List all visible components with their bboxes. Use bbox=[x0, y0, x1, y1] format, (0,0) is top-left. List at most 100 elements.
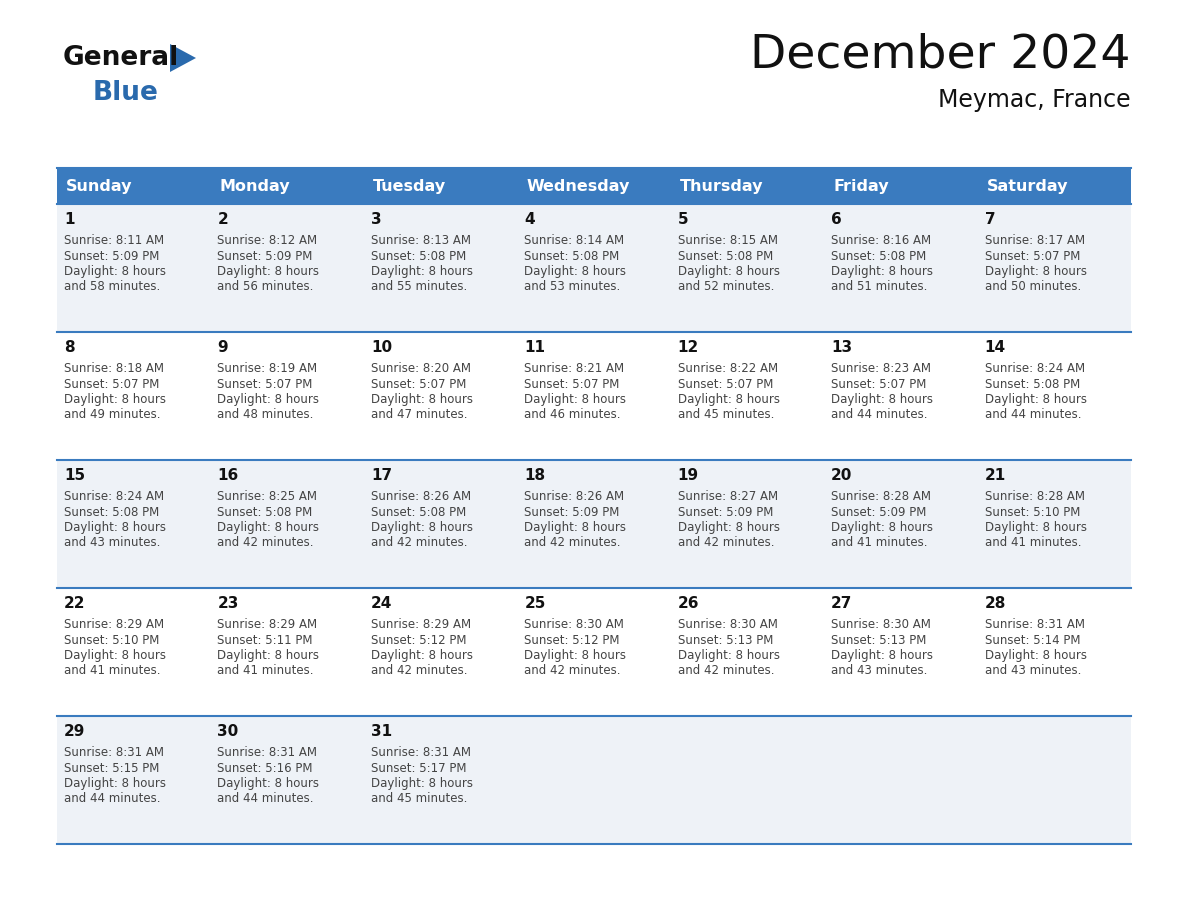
Text: Daylight: 8 hours: Daylight: 8 hours bbox=[677, 393, 779, 406]
Text: Sunrise: 8:13 AM: Sunrise: 8:13 AM bbox=[371, 234, 470, 247]
Text: 6: 6 bbox=[832, 212, 842, 227]
Text: and 42 minutes.: and 42 minutes. bbox=[217, 536, 314, 550]
Text: and 50 minutes.: and 50 minutes. bbox=[985, 281, 1081, 294]
Text: Sunrise: 8:31 AM: Sunrise: 8:31 AM bbox=[217, 746, 317, 759]
Text: and 53 minutes.: and 53 minutes. bbox=[524, 281, 620, 294]
Bar bbox=[517, 588, 671, 716]
Text: General: General bbox=[63, 45, 179, 71]
Text: 4: 4 bbox=[524, 212, 535, 227]
Text: Sunset: 5:07 PM: Sunset: 5:07 PM bbox=[524, 377, 620, 390]
Text: Sunrise: 8:24 AM: Sunrise: 8:24 AM bbox=[64, 490, 164, 503]
Text: Daylight: 8 hours: Daylight: 8 hours bbox=[217, 265, 320, 278]
Text: Sunrise: 8:11 AM: Sunrise: 8:11 AM bbox=[64, 234, 164, 247]
Text: Sunset: 5:08 PM: Sunset: 5:08 PM bbox=[985, 377, 1080, 390]
Text: Sunset: 5:09 PM: Sunset: 5:09 PM bbox=[677, 506, 773, 519]
Bar bbox=[671, 204, 824, 332]
Text: Sunset: 5:08 PM: Sunset: 5:08 PM bbox=[371, 250, 466, 263]
Text: Sunset: 5:16 PM: Sunset: 5:16 PM bbox=[217, 762, 312, 775]
Text: and 42 minutes.: and 42 minutes. bbox=[371, 536, 467, 550]
Text: Thursday: Thursday bbox=[680, 178, 763, 194]
Text: Sunset: 5:15 PM: Sunset: 5:15 PM bbox=[64, 762, 159, 775]
Text: Daylight: 8 hours: Daylight: 8 hours bbox=[524, 649, 626, 662]
Text: and 41 minutes.: and 41 minutes. bbox=[832, 536, 928, 550]
Bar bbox=[824, 204, 978, 332]
Text: Sunrise: 8:30 AM: Sunrise: 8:30 AM bbox=[677, 618, 778, 631]
Text: Daylight: 8 hours: Daylight: 8 hours bbox=[371, 649, 473, 662]
Text: 15: 15 bbox=[64, 468, 86, 483]
Text: and 42 minutes.: and 42 minutes. bbox=[524, 536, 621, 550]
Text: Daylight: 8 hours: Daylight: 8 hours bbox=[985, 265, 1087, 278]
Bar bbox=[978, 204, 1131, 332]
Text: 24: 24 bbox=[371, 596, 392, 611]
Text: Sunset: 5:10 PM: Sunset: 5:10 PM bbox=[985, 506, 1080, 519]
Text: 20: 20 bbox=[832, 468, 853, 483]
Text: Sunrise: 8:26 AM: Sunrise: 8:26 AM bbox=[371, 490, 470, 503]
Bar bbox=[517, 460, 671, 588]
Text: Sunset: 5:09 PM: Sunset: 5:09 PM bbox=[524, 506, 620, 519]
Text: 16: 16 bbox=[217, 468, 239, 483]
Bar bbox=[364, 168, 517, 204]
Text: Sunrise: 8:20 AM: Sunrise: 8:20 AM bbox=[371, 362, 470, 375]
Text: Sunrise: 8:30 AM: Sunrise: 8:30 AM bbox=[832, 618, 931, 631]
Text: Sunset: 5:07 PM: Sunset: 5:07 PM bbox=[985, 250, 1080, 263]
Text: Sunset: 5:09 PM: Sunset: 5:09 PM bbox=[217, 250, 312, 263]
Text: Daylight: 8 hours: Daylight: 8 hours bbox=[217, 393, 320, 406]
Text: Sunrise: 8:29 AM: Sunrise: 8:29 AM bbox=[371, 618, 470, 631]
Bar bbox=[364, 460, 517, 588]
Bar bbox=[978, 332, 1131, 460]
Bar bbox=[671, 332, 824, 460]
Text: 27: 27 bbox=[832, 596, 853, 611]
Text: 30: 30 bbox=[217, 724, 239, 739]
Text: and 55 minutes.: and 55 minutes. bbox=[371, 281, 467, 294]
Bar bbox=[517, 204, 671, 332]
Text: Sunday: Sunday bbox=[67, 178, 133, 194]
Text: Sunset: 5:17 PM: Sunset: 5:17 PM bbox=[371, 762, 467, 775]
Text: Sunrise: 8:18 AM: Sunrise: 8:18 AM bbox=[64, 362, 164, 375]
Bar bbox=[210, 168, 364, 204]
Text: 8: 8 bbox=[64, 340, 75, 355]
Text: and 56 minutes.: and 56 minutes. bbox=[217, 281, 314, 294]
Text: Sunset: 5:07 PM: Sunset: 5:07 PM bbox=[217, 377, 312, 390]
Text: Sunset: 5:08 PM: Sunset: 5:08 PM bbox=[371, 506, 466, 519]
Text: Sunset: 5:08 PM: Sunset: 5:08 PM bbox=[64, 506, 159, 519]
Text: Daylight: 8 hours: Daylight: 8 hours bbox=[524, 521, 626, 534]
Text: Sunset: 5:07 PM: Sunset: 5:07 PM bbox=[371, 377, 466, 390]
Text: Daylight: 8 hours: Daylight: 8 hours bbox=[64, 521, 166, 534]
Bar bbox=[210, 460, 364, 588]
Bar bbox=[57, 168, 210, 204]
Polygon shape bbox=[170, 44, 196, 72]
Text: 22: 22 bbox=[64, 596, 86, 611]
Bar bbox=[978, 460, 1131, 588]
Text: Sunset: 5:12 PM: Sunset: 5:12 PM bbox=[371, 633, 467, 646]
Text: Daylight: 8 hours: Daylight: 8 hours bbox=[677, 265, 779, 278]
Bar bbox=[671, 460, 824, 588]
Bar bbox=[364, 716, 517, 844]
Text: 18: 18 bbox=[524, 468, 545, 483]
Text: Wednesday: Wednesday bbox=[526, 178, 630, 194]
Bar bbox=[210, 588, 364, 716]
Text: 25: 25 bbox=[524, 596, 545, 611]
Bar bbox=[364, 204, 517, 332]
Text: and 58 minutes.: and 58 minutes. bbox=[64, 281, 160, 294]
Text: Sunset: 5:08 PM: Sunset: 5:08 PM bbox=[832, 250, 927, 263]
Text: and 42 minutes.: and 42 minutes. bbox=[677, 665, 775, 677]
Text: and 41 minutes.: and 41 minutes. bbox=[985, 536, 1081, 550]
Text: Daylight: 8 hours: Daylight: 8 hours bbox=[371, 393, 473, 406]
Text: 7: 7 bbox=[985, 212, 996, 227]
Text: Daylight: 8 hours: Daylight: 8 hours bbox=[217, 521, 320, 534]
Text: and 42 minutes.: and 42 minutes. bbox=[371, 665, 467, 677]
Text: 3: 3 bbox=[371, 212, 381, 227]
Text: Daylight: 8 hours: Daylight: 8 hours bbox=[217, 777, 320, 790]
Text: 17: 17 bbox=[371, 468, 392, 483]
Text: Monday: Monday bbox=[220, 178, 290, 194]
Bar bbox=[57, 204, 210, 332]
Text: Sunrise: 8:30 AM: Sunrise: 8:30 AM bbox=[524, 618, 624, 631]
Bar bbox=[824, 460, 978, 588]
Text: Sunrise: 8:29 AM: Sunrise: 8:29 AM bbox=[64, 618, 164, 631]
Text: and 46 minutes.: and 46 minutes. bbox=[524, 409, 621, 421]
Bar bbox=[824, 588, 978, 716]
Text: Saturday: Saturday bbox=[986, 178, 1068, 194]
Text: Daylight: 8 hours: Daylight: 8 hours bbox=[677, 649, 779, 662]
Bar bbox=[978, 168, 1131, 204]
Text: 28: 28 bbox=[985, 596, 1006, 611]
